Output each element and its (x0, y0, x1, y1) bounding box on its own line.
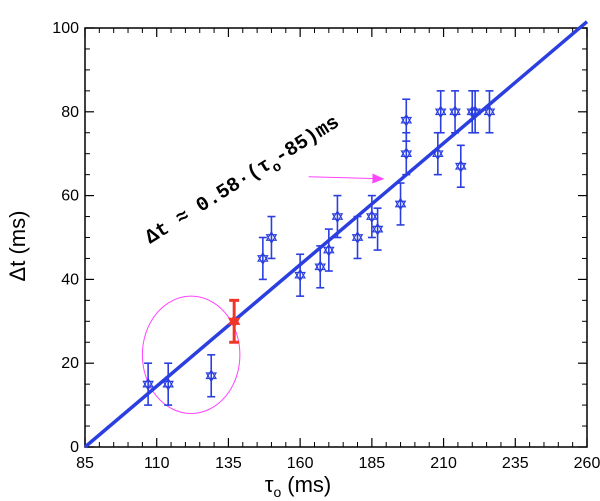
x-tick-label: 235 (502, 455, 529, 472)
data-point (432, 131, 444, 176)
point-marker-up (371, 222, 384, 233)
point-marker-down (454, 162, 467, 173)
point-marker-down (227, 317, 241, 329)
point-marker-up (205, 369, 218, 380)
data-point (434, 90, 447, 134)
point-marker-down (294, 271, 306, 282)
data-point (371, 207, 384, 251)
y-tick-label: 40 (61, 271, 79, 288)
point-marker-down (432, 150, 444, 161)
point-marker-up (483, 105, 496, 116)
y-tick-label: 100 (52, 20, 79, 37)
x-tick-label: 210 (430, 455, 457, 472)
point-marker-up (331, 209, 344, 220)
data-point (454, 144, 467, 189)
point-marker-down (400, 116, 413, 127)
point-marker-up (142, 377, 154, 388)
y-axis-title: Δt (ms) (5, 211, 30, 282)
x-tick-label: 260 (574, 455, 600, 472)
data-point (483, 90, 496, 134)
annotation-arrow (308, 173, 385, 184)
highlight-ellipse (141, 295, 241, 414)
y-tick-label: 20 (61, 355, 79, 372)
highlighted-data-point (227, 298, 241, 344)
fit-equation-suffix: -85)ms (271, 111, 344, 169)
x-axis-title-symbol: τ (265, 472, 274, 497)
point-marker-down (205, 372, 218, 383)
point-marker-down (483, 108, 496, 119)
data-point (449, 90, 461, 134)
point-marker-down (331, 213, 344, 224)
point-marker-up (265, 230, 278, 241)
point-marker-up (162, 377, 174, 388)
data-point (294, 253, 306, 297)
y-tick-label: 0 (70, 439, 79, 456)
point-marker-down (371, 225, 384, 236)
point-marker-up (351, 230, 364, 241)
point-marker-up (449, 105, 461, 116)
point-marker-down (394, 200, 407, 211)
x-tick-label: 85 (76, 455, 94, 472)
point-marker-down (323, 246, 335, 257)
point-marker-up (394, 197, 407, 208)
point-marker-down (142, 380, 154, 391)
data-points (142, 90, 496, 406)
x-tick-label: 185 (359, 455, 386, 472)
point-marker-down (314, 263, 327, 274)
data-point (314, 245, 327, 289)
data-point (142, 362, 154, 406)
x-axis-title-unit: (ms) (287, 472, 331, 497)
point-marker-down (162, 380, 174, 391)
x-axis-title: τo (ms) (265, 472, 331, 500)
x-tick-label: 160 (287, 455, 314, 472)
y-tick-label: 60 (61, 188, 79, 205)
data-point (257, 236, 269, 281)
point-marker-up (323, 243, 335, 254)
data-point (331, 194, 344, 239)
point-marker-up (257, 251, 269, 262)
x-tick-label: 110 (144, 455, 170, 472)
fit-equation-label: Δt ≈ 0.58·(τo-85)ms (142, 111, 347, 253)
x-axis: 85 110 135 160 185 210 235 260 (76, 28, 600, 472)
data-point (400, 131, 413, 176)
point-marker-up (434, 105, 447, 116)
point-marker-up (432, 147, 444, 158)
point-marker-up (454, 159, 467, 170)
data-point (162, 362, 174, 406)
data-point (205, 354, 218, 398)
data-point (469, 90, 481, 134)
point-marker-down (449, 108, 461, 119)
point-marker-down (351, 234, 364, 245)
x-tick-label: 135 (215, 455, 242, 472)
x-axis-title-subscript: o (273, 484, 281, 500)
point-marker-up (294, 268, 306, 279)
point-marker-up (366, 209, 378, 220)
data-point (323, 228, 335, 272)
data-point (351, 215, 364, 260)
fit-equation-prefix: Δt ≈ 0.58·(τ (142, 154, 276, 250)
point-marker-down (434, 108, 447, 119)
point-marker-up (469, 105, 481, 116)
data-point (265, 215, 278, 260)
y-tick-label: 80 (61, 104, 79, 121)
point-marker-down (257, 255, 269, 266)
point-marker-down (469, 108, 481, 119)
y-axis: 0 20 40 60 80 100 (52, 20, 587, 456)
data-point (366, 194, 378, 239)
point-marker-up (400, 113, 413, 124)
point-marker-down (265, 234, 278, 245)
point-marker-down (400, 150, 413, 161)
point-marker-up (400, 146, 413, 158)
point-marker-up (314, 260, 327, 271)
data-point (394, 182, 407, 226)
point-marker-down (366, 213, 378, 224)
